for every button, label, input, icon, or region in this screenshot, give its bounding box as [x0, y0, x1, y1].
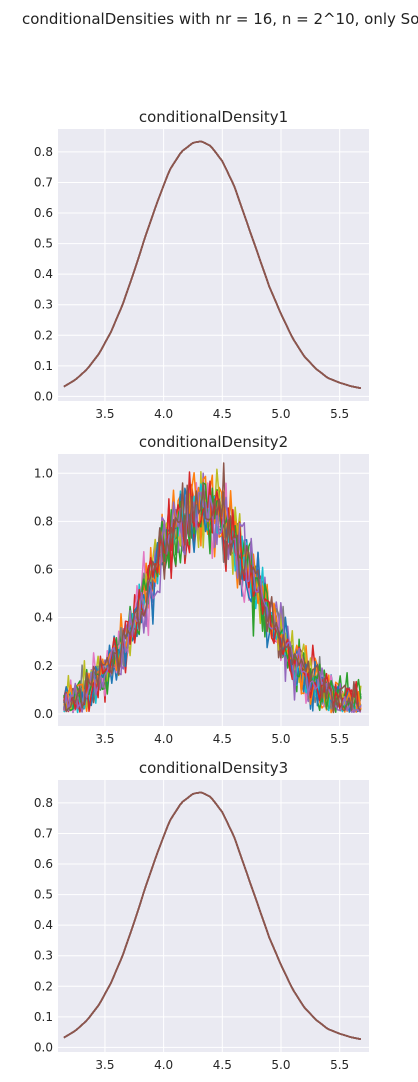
panel-title: conditionalDensity2 — [139, 433, 288, 451]
y-tick-label: 0.0 — [34, 707, 53, 721]
x-tick-label: 5.5 — [330, 1058, 349, 1072]
x-tick-label: 4.0 — [154, 407, 173, 421]
y-tick-label: 0.7 — [34, 175, 53, 189]
y-tick-label: 0.8 — [34, 796, 53, 810]
x-tick-label: 5.0 — [271, 732, 290, 746]
x-tick-label: 4.5 — [213, 407, 232, 421]
y-tick-label: 0.3 — [34, 298, 53, 312]
x-tick-label: 5.0 — [271, 1058, 290, 1072]
x-tick-label: 3.5 — [95, 1058, 114, 1072]
y-tick-label: 0.6 — [34, 563, 53, 577]
y-tick-label: 0.2 — [34, 979, 53, 993]
y-tick-label: 0.6 — [34, 857, 53, 871]
y-tick-label: 0.0 — [34, 1040, 53, 1054]
x-tick-label: 4.0 — [154, 732, 173, 746]
plot-area — [58, 780, 369, 1052]
series-line — [63, 791, 361, 1040]
x-tick-label: 3.5 — [95, 407, 114, 421]
series-group — [63, 140, 361, 389]
x-tick-label: 4.5 — [213, 732, 232, 746]
x-tick-label: 4.5 — [213, 1058, 232, 1072]
panel-title: conditionalDensity3 — [139, 759, 288, 777]
y-tick-label: 0.8 — [34, 145, 53, 159]
y-tick-label: 0.4 — [34, 267, 53, 281]
panel-1: 3.5 4.0 4.5 5.0 5.5 0.0 0.1 0.2 0.3 0.4 0.5 0.6 0.7 0… — [34, 108, 369, 421]
y-tick-label: 0.2 — [34, 659, 53, 673]
y-tick-label: 0.7 — [34, 826, 53, 840]
y-tick-label: 0.4 — [34, 611, 53, 625]
y-tick-label: 0.5 — [34, 888, 53, 902]
y-tick-label: 0.1 — [34, 359, 53, 373]
panel-title: conditionalDensity1 — [139, 108, 288, 126]
y-tick-label: 1.0 — [34, 466, 53, 480]
series-line — [63, 491, 362, 714]
x-tick-label: 5.0 — [271, 407, 290, 421]
x-tick-label: 4.0 — [154, 1058, 173, 1072]
x-tick-label: 5.5 — [330, 407, 349, 421]
y-tick-label: 0.3 — [34, 949, 53, 963]
x-tick-label: 3.5 — [95, 732, 114, 746]
series-line — [63, 471, 362, 713]
y-tick-label: 0.4 — [34, 918, 53, 932]
y-tick-label: 0.5 — [34, 237, 53, 251]
panel-2: 3.5 4.0 4.5 5.0 5.5 0.0 0.2 0.4 0.6 0.8 1.0 conditi… — [34, 433, 369, 746]
y-tick-label: 0.6 — [34, 206, 53, 220]
figure-title-text: conditionalDensities with nr = 16, n = 2… — [22, 10, 418, 28]
y-tick-label: 0.2 — [34, 328, 53, 342]
y-tick-label: 0.1 — [34, 1010, 53, 1024]
y-tick-label: 0.8 — [34, 514, 53, 528]
figure-title: conditionalDensities with nr = 16, n = 2… — [0, 10, 418, 32]
series-line — [63, 140, 361, 389]
series-line — [63, 482, 362, 714]
y-tick-label: 0.0 — [34, 389, 53, 403]
plot-area — [58, 129, 369, 401]
series-group — [63, 791, 361, 1040]
series-group — [63, 462, 362, 714]
panel-3: 3.5 4.0 4.5 5.0 5.5 0.0 0.1 0.2 0.3 0.4 0.5 0.6 0.7 0… — [34, 759, 369, 1072]
x-tick-label: 5.5 — [330, 732, 349, 746]
